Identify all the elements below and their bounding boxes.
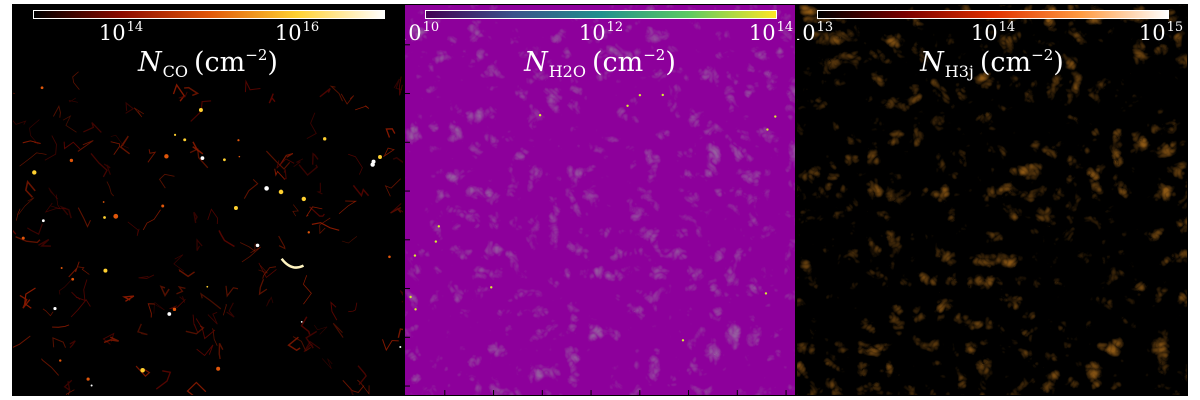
h3j-colorbar-tick-1e13: 1013 — [797, 20, 834, 45]
h3j-colorbar-tick-1e15: 1015 — [1138, 20, 1184, 45]
h3j-colorbar-tick-1e14: 1014 — [970, 20, 1016, 45]
h2o-colorbar-tick-1e14: 1014 — [748, 20, 794, 45]
co-colorbar — [33, 10, 385, 19]
h3j-colorbar — [817, 10, 1169, 19]
co-colorbar-tick-1e16: 1016 — [274, 20, 320, 45]
column-density-map-co: 1014 1016 NCO (cm−2) — [12, 4, 404, 396]
h2o-colorbar-tick-1e12: 1012 — [578, 20, 624, 45]
h2o-density-image — [405, 5, 795, 395]
co-colorbar-label: NCO (cm−2) — [138, 46, 278, 81]
co-density-image — [13, 71, 403, 395]
h2o-colorbar-label: NH2O (cm−2) — [524, 46, 676, 81]
column-density-map-h3j: 1013 1014 1015 NH3j(cm−2) — [796, 4, 1188, 396]
h3j-colorbar-label: NH3j (cm−2) — [920, 46, 1064, 81]
h2o-colorbar — [425, 10, 777, 19]
co-colorbar-tick-1e14: 1014 — [98, 20, 144, 45]
h3j-density-image — [797, 5, 1187, 395]
